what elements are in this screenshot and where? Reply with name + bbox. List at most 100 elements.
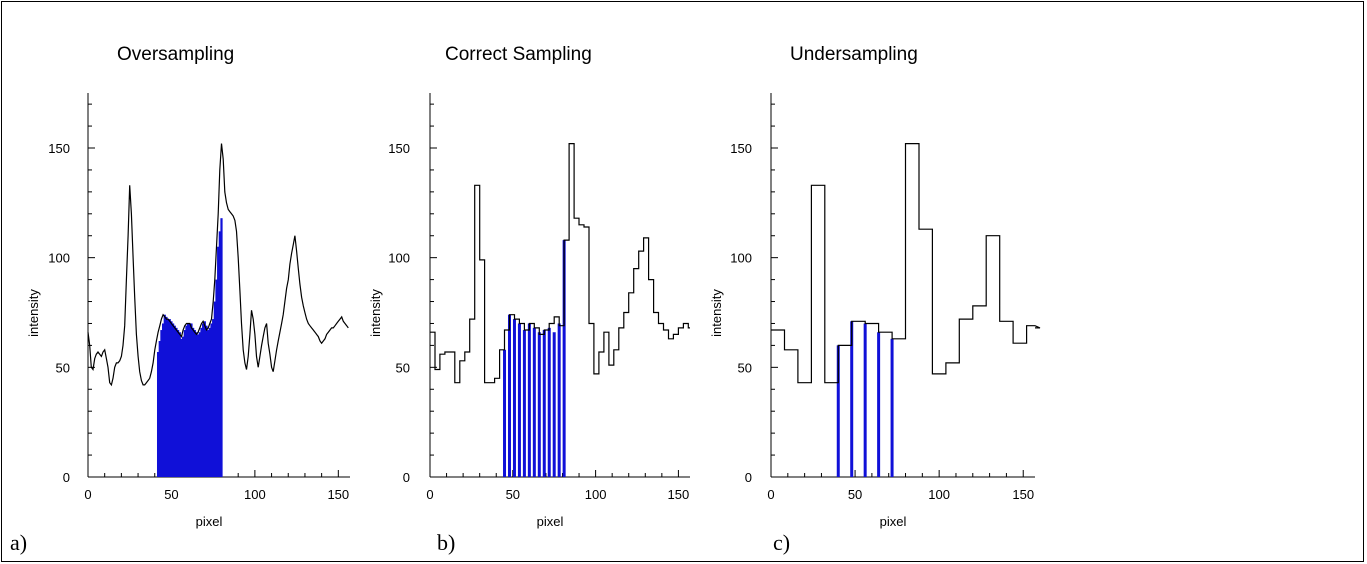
x-tick-label: 50 <box>848 487 862 502</box>
y-axis-label: intensity <box>26 289 41 337</box>
x-tick-label: 50 <box>506 487 520 502</box>
sample-bar <box>562 240 566 477</box>
sample-bar <box>180 338 183 477</box>
sample-bar <box>527 323 531 477</box>
chart-panel-3: Undersampling c) 0 50 100 150 0 50 100 150 pixel in… <box>709 44 1041 555</box>
sample-bar <box>165 316 168 477</box>
intensity-profile-line <box>771 143 1041 384</box>
sample-bar <box>836 345 840 477</box>
x-tick-label: 0 <box>426 487 433 502</box>
sample-bar <box>185 325 188 477</box>
sample-bar <box>557 323 561 477</box>
sample-bar <box>192 327 195 477</box>
sample-bar <box>190 323 193 477</box>
sample-bar <box>173 325 176 477</box>
chart-title: Oversampling <box>117 44 234 65</box>
y-tick-label: 0 <box>745 470 752 485</box>
sample-bar <box>542 330 546 477</box>
y-axis-label: intensity <box>709 289 724 337</box>
sample-bar <box>850 321 854 477</box>
sample-bar <box>193 330 196 477</box>
sample-bar <box>217 246 220 477</box>
sample-bar <box>890 338 894 477</box>
sample-bar <box>200 327 203 477</box>
sample-bar <box>168 319 171 477</box>
sample-bar <box>220 218 223 478</box>
sample-bar <box>547 327 551 477</box>
x-axis-label: pixel <box>880 514 907 529</box>
x-tick-label: 150 <box>1012 487 1034 502</box>
y-tick-label: 0 <box>403 470 410 485</box>
x-tick-label: 100 <box>244 487 266 502</box>
x-tick-label: 0 <box>767 487 774 502</box>
y-tick-label: 50 <box>56 360 70 375</box>
sample-bar <box>512 319 516 477</box>
x-axis-label: pixel <box>196 514 223 529</box>
x-tick-label: 100 <box>928 487 950 502</box>
sample-bar <box>197 334 200 477</box>
sample-bar <box>167 319 170 477</box>
sample-bar <box>202 323 205 477</box>
x-tick-label: 100 <box>585 487 607 502</box>
sample-bar <box>503 349 507 477</box>
sample-bar <box>877 332 881 477</box>
x-tick-label: 150 <box>668 487 690 502</box>
panel-label: a) <box>10 530 27 555</box>
sample-bar <box>156 351 160 477</box>
sample-bar <box>522 330 526 477</box>
sample-bar <box>177 330 180 477</box>
y-tick-label: 50 <box>738 360 752 375</box>
sample-bar <box>203 321 206 477</box>
sample-bar <box>195 332 198 477</box>
intensity-profile-line <box>430 143 690 384</box>
y-tick-label: 100 <box>48 251 70 266</box>
sample-bar <box>161 323 165 477</box>
y-tick-label: 0 <box>63 470 70 485</box>
sample-bar <box>188 323 191 477</box>
sample-bar <box>160 330 163 477</box>
sample-bar <box>178 332 181 477</box>
sample-bar <box>208 327 211 477</box>
chart-title: Undersampling <box>790 44 918 65</box>
chart-title: Correct Sampling <box>445 44 592 65</box>
sample-bar <box>158 341 161 477</box>
sample-bar <box>210 323 213 477</box>
sample-bar <box>207 330 210 477</box>
panel-label: c) <box>773 530 790 555</box>
sample-bar <box>182 336 185 477</box>
sample-bar <box>205 325 208 477</box>
sample-bar <box>552 332 556 477</box>
sample-bar <box>163 314 166 477</box>
sample-bar <box>213 301 216 477</box>
x-tick-label: 150 <box>327 487 349 502</box>
sample-bar <box>532 327 536 477</box>
chart-panel-1: Oversampling a) 0 50 100 150 0 50 100 150 pixel int… <box>10 44 350 555</box>
panel-label: b) <box>437 530 455 555</box>
sample-bar <box>183 330 186 477</box>
chart-panel-2: Correct Sampling b) 0 50 100 150 0 50 100 150 pixe… <box>368 44 690 555</box>
sample-bar <box>537 332 541 477</box>
y-tick-label: 50 <box>396 360 410 375</box>
sample-bar <box>187 323 190 477</box>
y-tick-label: 100 <box>730 251 752 266</box>
sample-bar <box>170 321 173 477</box>
sample-bar <box>175 327 178 477</box>
sample-bar <box>215 279 218 477</box>
x-axis-label: pixel <box>537 514 564 529</box>
sample-bar <box>172 323 175 477</box>
sample-bar <box>517 323 521 477</box>
y-tick-label: 150 <box>48 141 70 156</box>
y-tick-label: 150 <box>730 141 752 156</box>
intensity-profile-line <box>87 143 349 387</box>
sample-bar <box>507 314 511 477</box>
y-tick-label: 100 <box>388 251 410 266</box>
y-tick-label: 150 <box>388 141 410 156</box>
sample-bar <box>218 231 221 477</box>
sample-bar <box>212 319 215 477</box>
x-tick-label: 0 <box>84 487 91 502</box>
sample-bar <box>863 323 867 477</box>
y-axis-label: intensity <box>368 289 383 337</box>
sample-bar <box>198 332 201 477</box>
